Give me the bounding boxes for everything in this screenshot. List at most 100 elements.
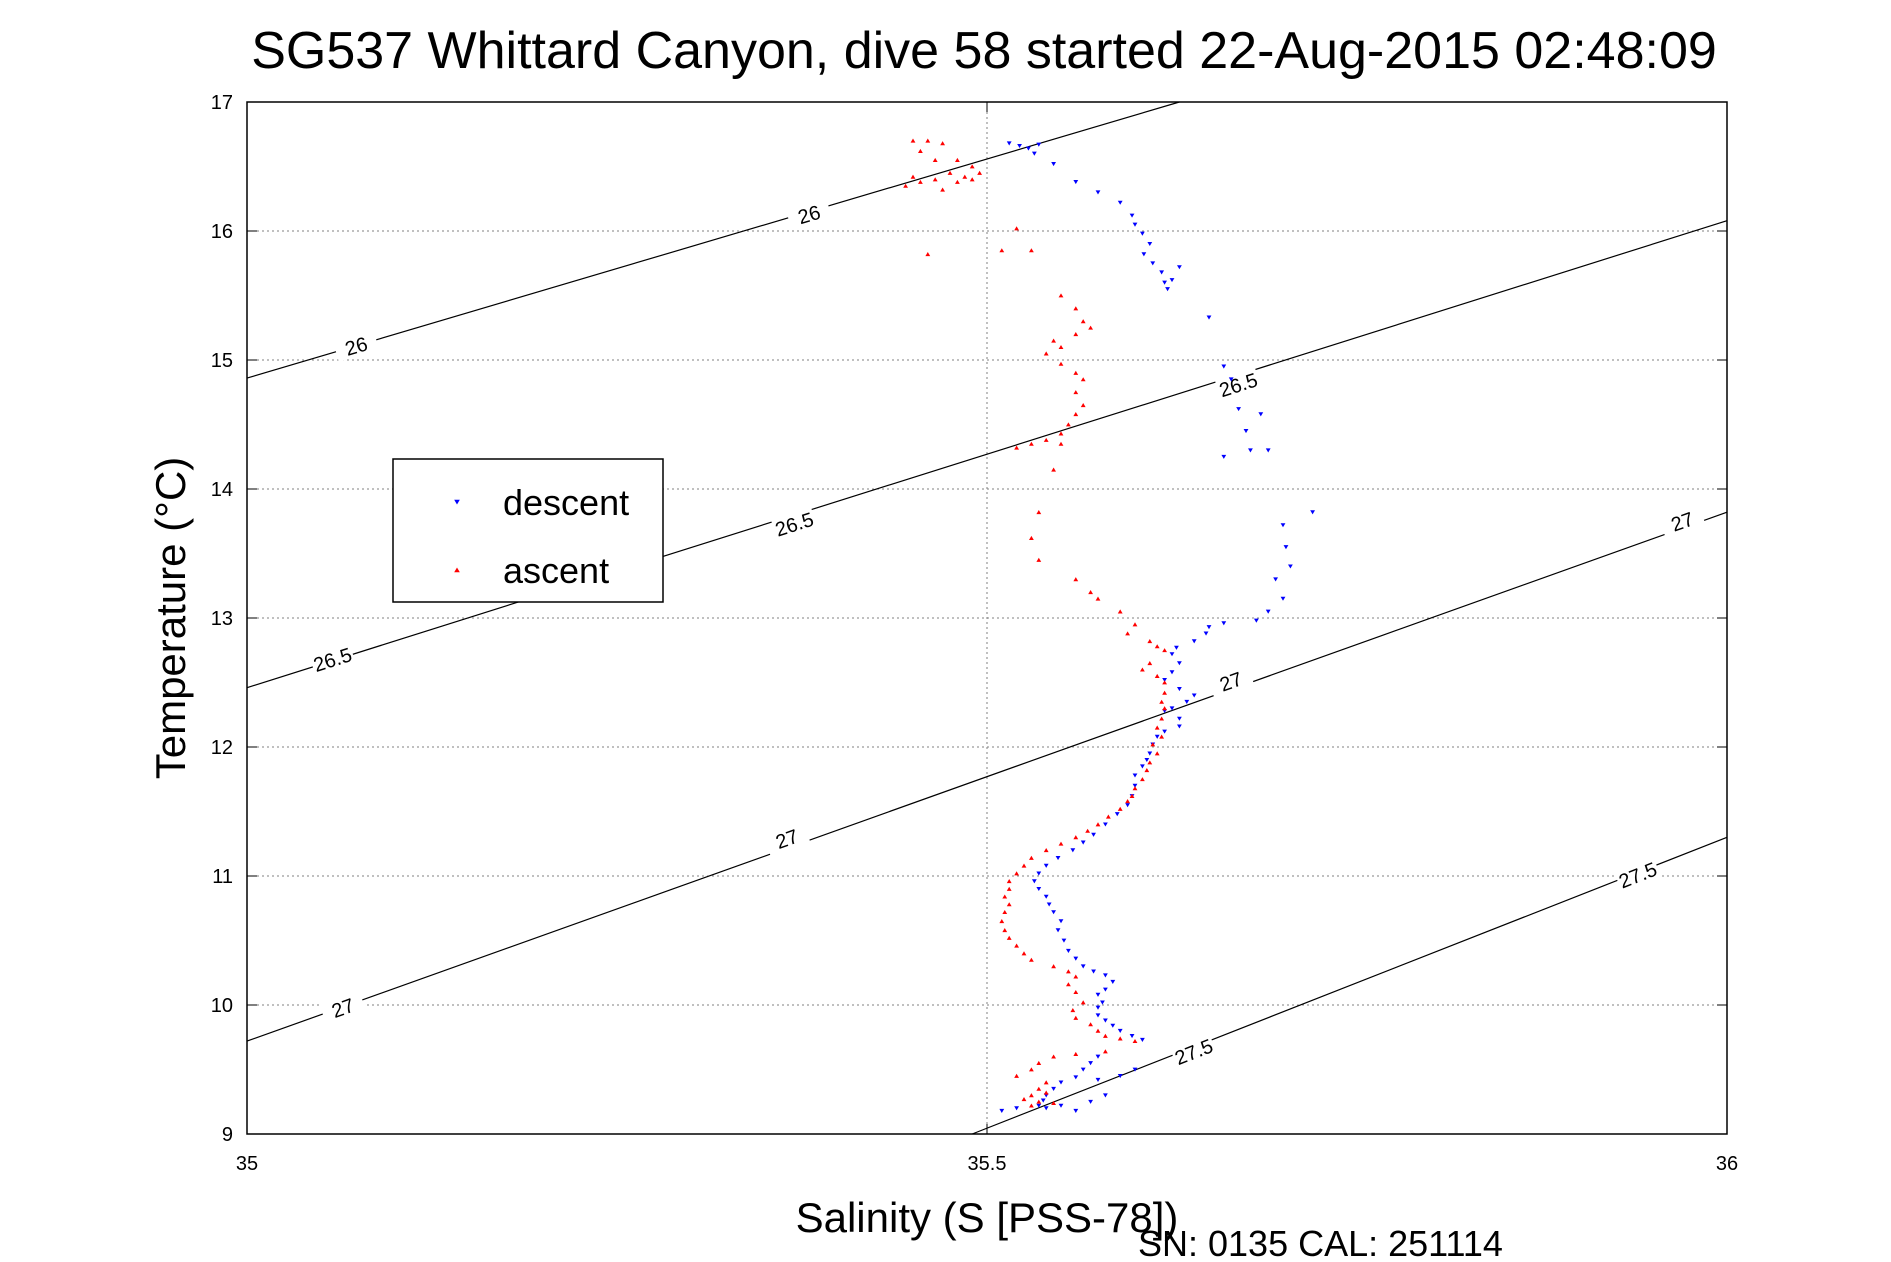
ascent-point bbox=[1066, 969, 1071, 974]
ascent-point bbox=[1029, 441, 1034, 446]
ascent-point bbox=[1103, 1033, 1108, 1038]
descent-point bbox=[1206, 315, 1212, 320]
ascent-point bbox=[1036, 1086, 1042, 1091]
ascent-point bbox=[1103, 1049, 1108, 1054]
descent-point bbox=[1036, 142, 1042, 147]
contour-label-bg bbox=[770, 506, 818, 541]
ascent-point bbox=[1125, 799, 1130, 804]
descent-point bbox=[1091, 832, 1096, 837]
x-tick-label: 35.5 bbox=[968, 1153, 1007, 1175]
descent-point bbox=[1162, 678, 1167, 683]
descent-point bbox=[1154, 734, 1160, 739]
descent-point bbox=[999, 1108, 1005, 1113]
descent-point bbox=[1088, 1061, 1093, 1066]
ascent-point bbox=[1125, 631, 1130, 636]
ascent-point bbox=[1150, 742, 1156, 747]
contour-label-bg bbox=[1214, 367, 1262, 401]
ascent-point bbox=[1014, 445, 1019, 450]
descent-point bbox=[1073, 956, 1079, 961]
descent-point bbox=[1017, 143, 1022, 149]
ascent-point bbox=[1144, 768, 1150, 773]
ascent-point bbox=[910, 138, 916, 143]
descent-point bbox=[1280, 523, 1286, 528]
ascent-point bbox=[1162, 706, 1167, 711]
ascent-point bbox=[999, 918, 1005, 924]
descent-point bbox=[1177, 716, 1182, 721]
descent-point bbox=[1117, 200, 1123, 205]
descent-point bbox=[1073, 1108, 1079, 1113]
descent-point bbox=[1140, 764, 1145, 769]
descent-point bbox=[1117, 1074, 1123, 1079]
descent-point bbox=[1080, 964, 1086, 969]
descent-point bbox=[1061, 938, 1067, 943]
descent-point bbox=[1103, 987, 1108, 992]
ascent-point bbox=[1066, 982, 1071, 987]
legend-markers bbox=[454, 499, 460, 573]
descent-point bbox=[1103, 822, 1108, 827]
descent-point bbox=[1125, 803, 1130, 808]
ascent-point bbox=[962, 174, 968, 179]
descent-point bbox=[1258, 412, 1264, 417]
descent-point bbox=[1169, 652, 1175, 657]
descent-point bbox=[1080, 1067, 1086, 1072]
descent-point bbox=[1150, 261, 1156, 266]
legend-label-descent: descent bbox=[503, 482, 629, 523]
ascent-point bbox=[940, 187, 945, 192]
descent-point bbox=[1140, 1037, 1145, 1042]
descent-point bbox=[1184, 699, 1190, 705]
ascent-point bbox=[1043, 1080, 1049, 1085]
descent-point bbox=[1073, 180, 1079, 185]
contour-label-bg bbox=[1169, 1032, 1218, 1069]
ascent-point bbox=[1080, 402, 1086, 408]
descent-point bbox=[1162, 280, 1167, 285]
descent-point bbox=[1100, 1000, 1105, 1005]
ascent-point bbox=[1132, 786, 1138, 791]
y-tick-label: 13 bbox=[211, 608, 233, 630]
serial-calibration-footer: SN: 0135 CAL: 251114 bbox=[1138, 1223, 1503, 1262]
legend-box bbox=[392, 458, 664, 603]
descent-point bbox=[1132, 1067, 1138, 1072]
ascent-point bbox=[969, 164, 975, 169]
ascent-point bbox=[1014, 943, 1019, 948]
descent-point bbox=[1144, 757, 1150, 763]
contour-label-bg bbox=[319, 989, 367, 1025]
descent-point bbox=[1006, 141, 1012, 146]
ascent-point bbox=[1014, 226, 1019, 231]
descent-point bbox=[1117, 1028, 1123, 1033]
descent-point bbox=[1203, 631, 1209, 636]
ascent-point bbox=[1036, 557, 1042, 562]
ascent-point bbox=[1058, 841, 1064, 846]
contour-label-bg bbox=[785, 197, 833, 231]
descent-point bbox=[1177, 265, 1182, 270]
descent-point bbox=[1147, 241, 1153, 247]
chart-title: SG537 Whittard Canyon, dive 58 started 2… bbox=[251, 22, 1717, 80]
ascent-point bbox=[1095, 822, 1101, 827]
ascent-point bbox=[1073, 835, 1079, 840]
x-tick-label: 35 bbox=[236, 1153, 258, 1175]
ascent-point bbox=[1088, 325, 1093, 330]
ascent-point bbox=[918, 148, 923, 153]
ascent-point bbox=[1073, 390, 1079, 395]
descent-point bbox=[1177, 661, 1182, 666]
ascent-point bbox=[1080, 377, 1086, 382]
ascent-point bbox=[977, 170, 982, 175]
ascent-point bbox=[1021, 863, 1027, 868]
ascent-point bbox=[903, 183, 908, 188]
axis-ticks: 35 35.5 36 9 10 11 12 13 14 15 16 17 bbox=[211, 92, 1738, 1175]
ascent-point bbox=[1140, 777, 1145, 782]
contour-label-bg bbox=[1207, 663, 1255, 699]
ascent-point bbox=[1147, 660, 1153, 666]
descent-point bbox=[1132, 222, 1138, 227]
ascent-point bbox=[1014, 871, 1019, 876]
descent-point bbox=[1026, 146, 1031, 151]
ascent-point bbox=[1129, 793, 1135, 798]
ascent-point bbox=[1006, 886, 1012, 891]
ascent-point bbox=[1105, 814, 1111, 819]
descent-point bbox=[1103, 973, 1108, 978]
ascent-point bbox=[1021, 951, 1027, 956]
contour-label-bg bbox=[763, 820, 811, 856]
ascent-point bbox=[1159, 734, 1165, 739]
ascent-point bbox=[1036, 510, 1042, 515]
legend-marker-descent bbox=[454, 499, 460, 505]
descent-point bbox=[1280, 596, 1286, 601]
